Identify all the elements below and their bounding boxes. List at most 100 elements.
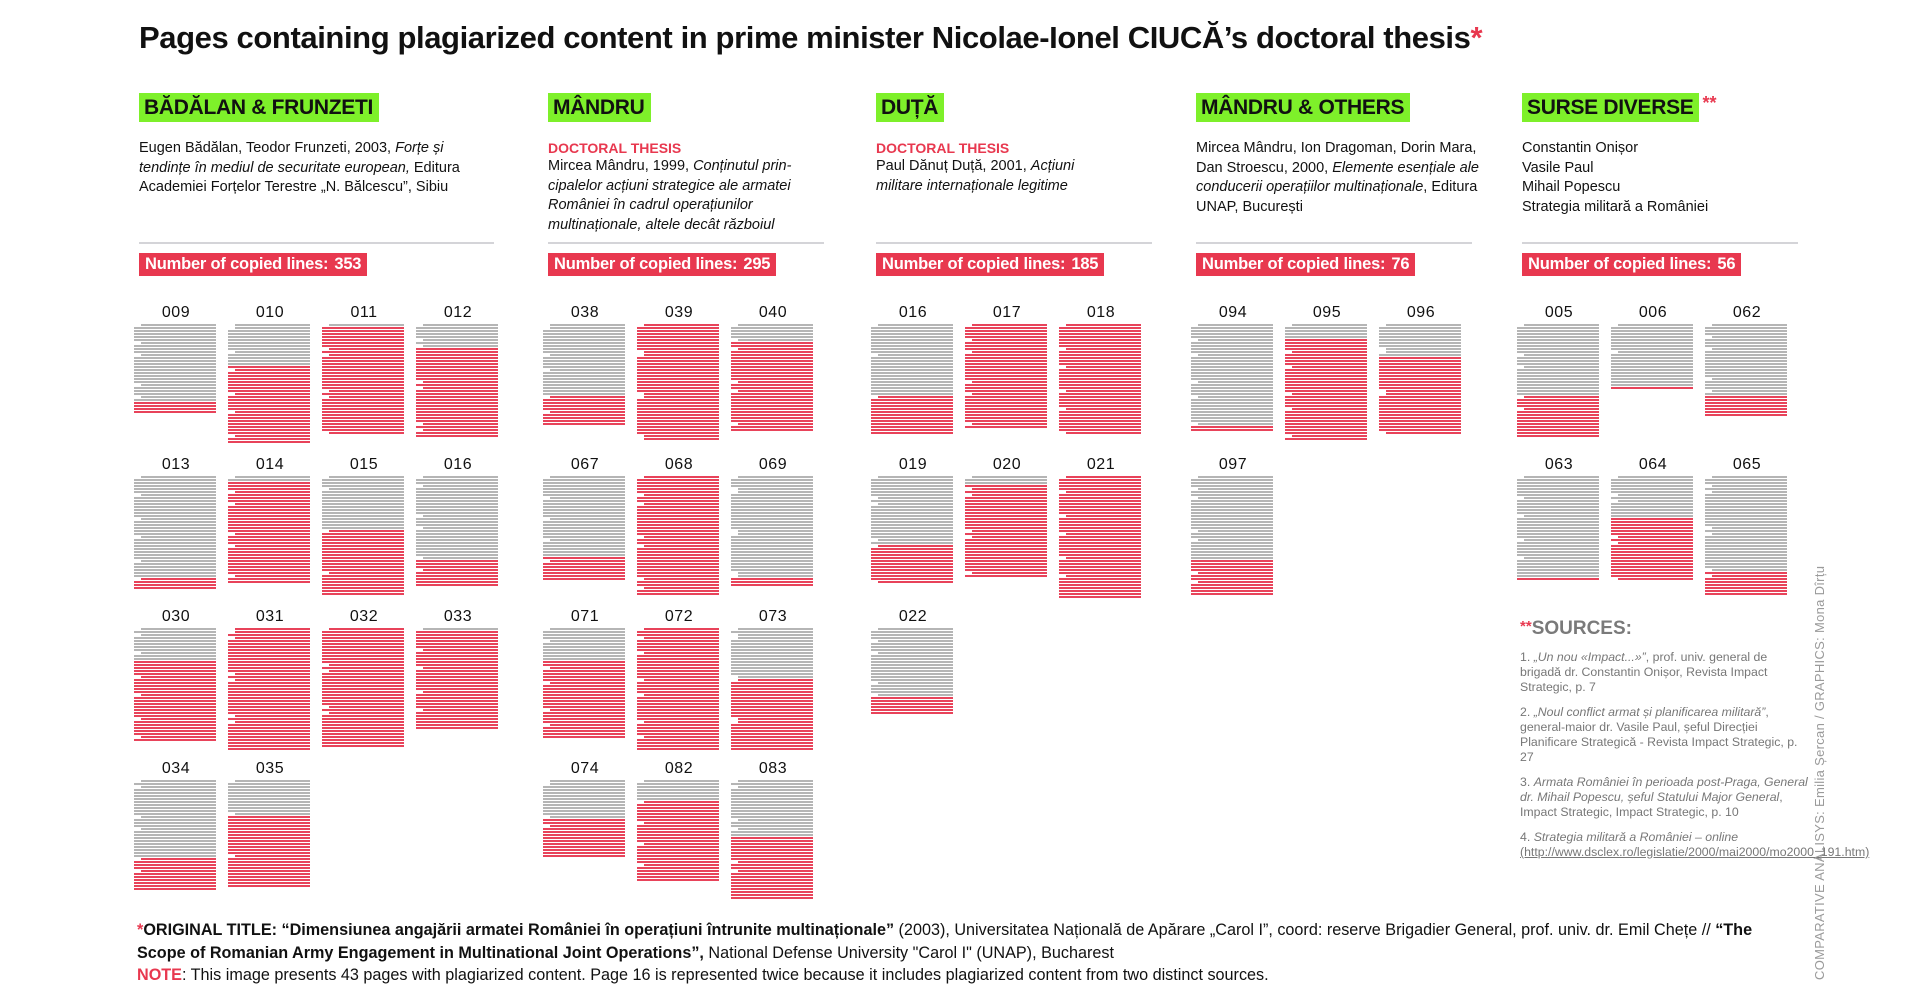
- original-line: [134, 506, 216, 508]
- copied-line: [871, 700, 953, 702]
- original-line: [1618, 500, 1693, 502]
- copied-line: [965, 363, 1047, 365]
- original-line: [1517, 357, 1599, 359]
- copied-line: [965, 542, 1047, 544]
- original-line: [134, 658, 216, 660]
- copied-line: [1285, 417, 1367, 419]
- original-line: [416, 342, 498, 344]
- copied-line: [965, 512, 1047, 514]
- copied-line: [416, 673, 498, 675]
- original-line: [1705, 345, 1787, 347]
- copied-line: [550, 396, 625, 398]
- copied-line: [1611, 554, 1693, 556]
- footer-text: NOTE: [137, 966, 182, 984]
- original-line: [543, 342, 625, 344]
- copied-line: [416, 393, 498, 395]
- original-line: [1198, 530, 1273, 532]
- copied-line: [731, 846, 813, 848]
- thesis-page: 017: [965, 303, 1049, 429]
- original-line: [731, 336, 813, 338]
- original-line: [228, 783, 310, 785]
- copied-line: [134, 730, 216, 732]
- original-line: [543, 482, 625, 484]
- page-number: 068: [664, 456, 694, 473]
- original-line: [871, 667, 953, 669]
- copied-line: [637, 676, 719, 678]
- copied-line: [134, 724, 216, 726]
- copied-line: [322, 661, 404, 663]
- source-link[interactable]: (http://www.dsclex.ro/legislatie/2000/ma…: [1520, 845, 1870, 859]
- original-line: [543, 512, 625, 514]
- copied-line: [1059, 482, 1141, 484]
- description-text: Editura Academiei Forțelor Terestre „N. …: [139, 159, 460, 196]
- copied-line: [228, 712, 310, 714]
- copied-line: [1292, 393, 1367, 395]
- copied-line: [322, 727, 404, 729]
- copied-line: [637, 432, 719, 434]
- thesis-page: 016: [871, 303, 955, 435]
- copied-line: [543, 831, 625, 833]
- copied-line: [1285, 363, 1367, 365]
- copied-line: [644, 801, 719, 803]
- copied-line: [731, 742, 813, 744]
- page-lines: [134, 628, 216, 741]
- copied-line: [322, 673, 404, 675]
- copied-line: [738, 861, 813, 863]
- copied-line: [416, 357, 498, 359]
- original-line: [1517, 351, 1599, 353]
- copied-line: [228, 727, 310, 729]
- copied-line: [637, 375, 719, 377]
- copied-line: [322, 393, 404, 395]
- copied-line: [141, 578, 216, 580]
- copied-line: [731, 351, 813, 353]
- original-line: [550, 327, 625, 329]
- copied-line: [637, 417, 719, 419]
- copied-line: [543, 402, 625, 404]
- original-line: [1524, 476, 1599, 478]
- original-line: [416, 488, 498, 490]
- thesis-page: 039: [637, 303, 721, 441]
- original-line: [543, 810, 625, 812]
- copied-line: [228, 858, 310, 860]
- original-line: [416, 497, 498, 499]
- copied-line: [1059, 506, 1141, 508]
- copied-line: [731, 843, 813, 845]
- original-line: [1705, 557, 1787, 559]
- original-line: [1705, 479, 1787, 481]
- copied-line: [738, 721, 813, 723]
- copied-line: [871, 423, 953, 425]
- original-line: [1611, 375, 1693, 377]
- original-line: [1517, 503, 1599, 505]
- copied-line: [322, 560, 404, 562]
- original-line: [1611, 360, 1693, 362]
- thesis-page: 005: [1517, 303, 1601, 438]
- original-line: [543, 360, 625, 362]
- copied-line: [637, 566, 719, 568]
- thesis-page: 031: [228, 607, 312, 751]
- copied-line: [322, 709, 404, 711]
- original-line: [1705, 560, 1787, 562]
- thesis-page: 009: [134, 303, 218, 414]
- copied-line: [228, 649, 310, 651]
- original-line: [1191, 503, 1273, 505]
- copied-line: [543, 569, 625, 571]
- copied-line: [965, 420, 1047, 422]
- original-line: [423, 345, 498, 347]
- page-number: 010: [255, 304, 285, 321]
- original-line: [1705, 503, 1787, 505]
- copied-line: [871, 420, 953, 422]
- original-line: [738, 819, 813, 821]
- copied-line: [1611, 557, 1693, 559]
- original-line: [738, 780, 813, 782]
- copied-line: [738, 381, 813, 383]
- page-number: 063: [1544, 456, 1574, 473]
- copied-line: [972, 494, 1047, 496]
- original-line: [235, 327, 310, 329]
- original-line: [1611, 327, 1693, 329]
- source-text: , general-maior dr. Vasile Paul, șeful D…: [1520, 705, 1798, 764]
- copied-line: [416, 631, 498, 633]
- copied-line: [644, 578, 719, 580]
- original-line: [731, 518, 813, 520]
- copied-line: [965, 518, 1047, 520]
- original-line: [322, 512, 404, 514]
